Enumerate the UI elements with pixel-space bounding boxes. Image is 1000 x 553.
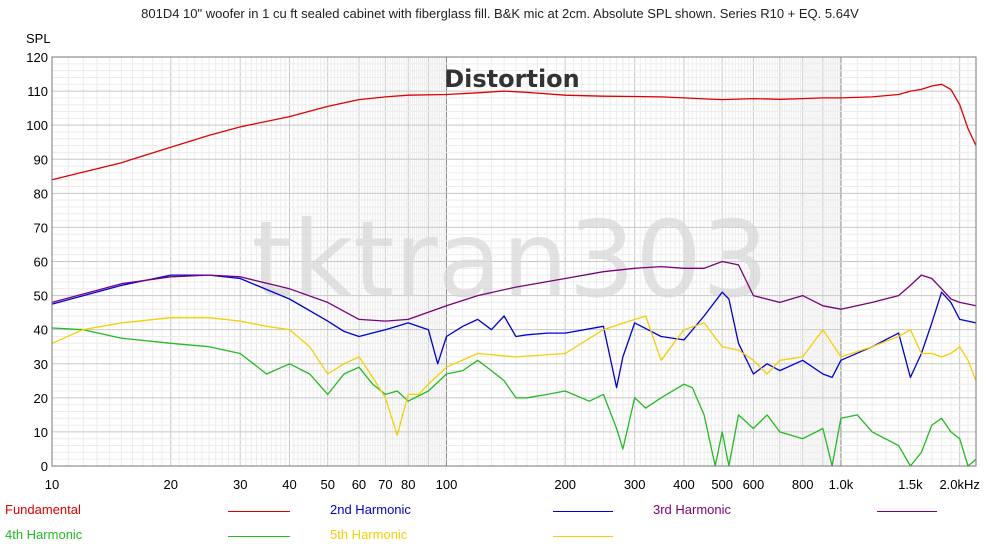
x-tick-label: 1.5k (898, 477, 923, 492)
y-tick-label: 110 (27, 84, 48, 99)
series-line-3rd-harmonic (51, 260, 977, 322)
legend-label-5th-harmonic: 5th Harmonic (330, 527, 408, 542)
series-layer (51, 83, 977, 467)
legend-label-2nd-harmonic: 2nd Harmonic (330, 502, 411, 517)
x-tick-label: 500 (711, 477, 733, 492)
y-tick-label: 100 (26, 118, 48, 133)
y-tick-label: 90 (34, 152, 48, 167)
x-tick-label: 600 (743, 477, 765, 492)
y-tick-label: 60 (34, 255, 48, 270)
y-tick-label: 50 (34, 289, 48, 304)
legend-label-3rd-harmonic: 3rd Harmonic (653, 502, 732, 517)
plot-frame (51, 56, 977, 467)
legend-swatch-fundamental (228, 511, 290, 512)
x-tick-label: 400 (673, 477, 695, 492)
legend-label-4th-harmonic: 4th Harmonic (5, 527, 83, 542)
x-tick-label: 20 (164, 477, 178, 492)
x-tick-label: 800 (792, 477, 814, 492)
chart-title: 801D4 10" woofer in 1 cu ft sealed cabin… (141, 6, 859, 21)
legend-swatch-3rd-harmonic (877, 511, 937, 512)
x-tick-label: 50 (320, 477, 334, 492)
y-tick-label: 80 (34, 186, 48, 201)
x-tick-labels: 10 20 30 40 50 60 70 80 100 200 300 400 500 600 800 1.0… (45, 477, 980, 492)
series-line-fundamental (51, 83, 977, 181)
chart-heading: Distortion (444, 65, 580, 93)
x-tick-label: 1.0k (829, 477, 854, 492)
x-tick-label: 300 (624, 477, 646, 492)
x-tick-label: 10 (45, 477, 59, 492)
legend-swatch-4th-harmonic (228, 536, 290, 537)
y-tick-label: 20 (34, 391, 48, 406)
x-tick-label: 80 (401, 477, 415, 492)
x-tick-label: 200 (554, 477, 576, 492)
x-tick-label: 60 (352, 477, 366, 492)
series-line-5th-harmonic (51, 315, 977, 436)
legend-swatch-2nd-harmonic (553, 511, 613, 512)
y-tick-label: 120 (26, 50, 48, 65)
y-tick-label: 30 (34, 357, 48, 372)
y-tick-label: 70 (34, 220, 48, 235)
series-line-4th-harmonic (51, 327, 977, 467)
x-tick-label: 70 (378, 477, 392, 492)
x-tick-label: 2.0kHz (939, 477, 979, 492)
x-tick-label: 30 (233, 477, 247, 492)
y-tick-label: 0 (41, 459, 48, 474)
legend-label-fundamental: Fundamental (5, 502, 81, 517)
x-tick-label: 40 (282, 477, 296, 492)
y-tick-label: 10 (34, 425, 48, 440)
y-tick-label: 40 (34, 323, 48, 338)
watermark: tktran303 (251, 199, 769, 321)
legend-swatch-5th-harmonic (553, 536, 613, 537)
y-axis-label: SPL (26, 31, 51, 46)
y-tick-labels: 0 10 20 30 40 50 60 70 80 90 100 110 120 (26, 50, 48, 474)
x-tick-label: 100 (436, 477, 458, 492)
